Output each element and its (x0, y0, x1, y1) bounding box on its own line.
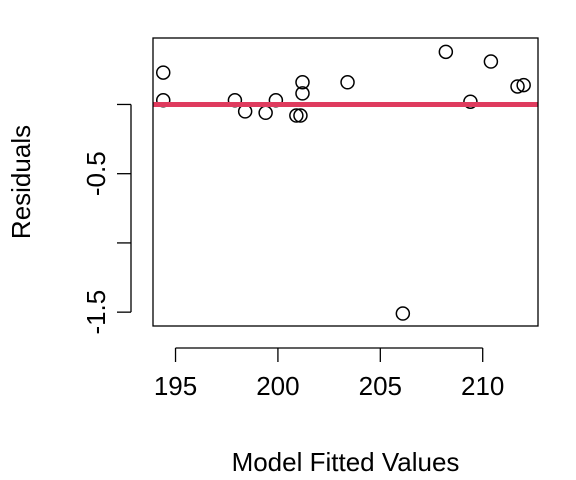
y-axis: -1.5 -0.5 (81, 103, 132, 335)
data-point (516, 77, 531, 93)
data-point (155, 65, 171, 80)
data-point (293, 108, 308, 123)
x-tick-label: 210 (461, 371, 504, 401)
x-axis: 195 200 205 210 (154, 347, 504, 401)
y-tick-label: -1.5 (81, 290, 111, 335)
data-point (295, 86, 310, 101)
points-layer (155, 44, 531, 321)
data-point (463, 94, 478, 109)
data-point (258, 105, 273, 121)
x-axis-label: Model Fitted Values (232, 447, 460, 477)
x-tick-label: 205 (359, 371, 402, 401)
data-point (438, 44, 454, 60)
data-point (289, 108, 304, 123)
data-point (483, 54, 499, 69)
plot-frame (152, 37, 539, 327)
y-axis-label: Residuals (6, 125, 36, 239)
y-tick-label: -0.5 (81, 151, 111, 196)
x-tick-label: 200 (256, 371, 299, 401)
data-point (510, 79, 525, 94)
data-point (295, 75, 310, 90)
data-point (395, 306, 411, 321)
x-tick-label: 195 (154, 371, 197, 401)
data-point (340, 75, 355, 90)
